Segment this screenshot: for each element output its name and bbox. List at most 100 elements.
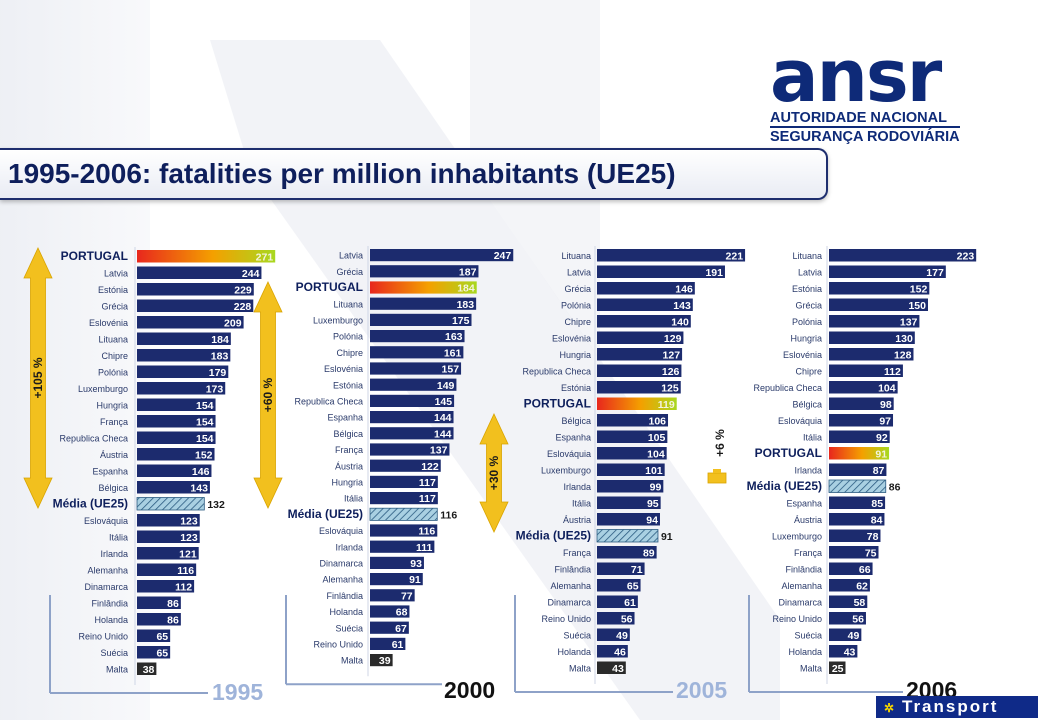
- data-label: 143: [190, 483, 208, 495]
- category-label: Grécia: [564, 284, 591, 294]
- bar: [370, 330, 465, 343]
- category-label: Irlanda: [794, 466, 822, 476]
- category-label: Dinamarca: [778, 598, 822, 608]
- transport-label: Transport: [902, 697, 999, 716]
- bar: [597, 331, 684, 344]
- bar: [137, 316, 244, 329]
- data-label: 228: [234, 301, 252, 313]
- data-label: 116: [177, 565, 194, 577]
- data-label: 223: [957, 251, 975, 263]
- data-label: 187: [459, 266, 477, 278]
- data-label: 56: [621, 614, 633, 626]
- data-label: 94: [646, 515, 658, 527]
- data-label: 184: [457, 283, 475, 295]
- category-label: Reino Unido: [78, 632, 128, 642]
- category-label: Grécia: [795, 301, 822, 311]
- category-label: Finlândia: [91, 599, 128, 609]
- data-label: 117: [419, 493, 436, 505]
- category-label: França: [335, 445, 363, 455]
- category-label: Irlanda: [335, 542, 363, 552]
- bar: [137, 283, 254, 296]
- category-label: Irlanda: [100, 549, 128, 559]
- category-label: Holanda: [788, 647, 822, 657]
- data-label: 183: [457, 299, 475, 311]
- category-label: Grécia: [101, 302, 128, 312]
- bar: [370, 346, 464, 359]
- data-label: 106: [648, 416, 666, 428]
- category-label: Hungria: [559, 350, 591, 360]
- category-label: Reino Unido: [772, 614, 822, 624]
- ansr-logo: ansr AUTORIDADE NACIONAL SEGURANÇA RODOV…: [770, 40, 970, 146]
- category-label: Polónia: [561, 301, 591, 311]
- bar: [137, 266, 262, 279]
- bar: [597, 661, 626, 674]
- bar: [597, 546, 657, 559]
- bar: [829, 628, 862, 641]
- bar: [829, 529, 881, 542]
- bar: [829, 447, 890, 460]
- data-label: 122: [421, 461, 439, 473]
- data-label: 111: [416, 542, 433, 554]
- bar: [829, 595, 868, 608]
- data-label: 65: [627, 581, 639, 593]
- title-bar: 1995-2006: fatalities per million inhabi…: [0, 148, 828, 200]
- logo-line-1: AUTORIDADE NACIONAL: [770, 110, 947, 126]
- category-label: Malta: [800, 664, 822, 674]
- data-label: 229: [234, 285, 252, 297]
- double-arrow-icon: [23, 247, 53, 509]
- bar: [597, 562, 645, 575]
- category-label: Finlândia: [326, 591, 363, 601]
- bar: [829, 348, 914, 361]
- data-label: 177: [926, 267, 944, 279]
- data-label: 66: [859, 564, 871, 576]
- category-label: Eslováquia: [778, 416, 822, 426]
- bar: [137, 431, 216, 444]
- data-label: 175: [452, 315, 470, 327]
- data-label: 93: [410, 558, 422, 570]
- bar: [370, 573, 423, 586]
- bar: [137, 563, 197, 576]
- bar: [829, 265, 946, 278]
- logo-mark: ansr: [770, 34, 942, 118]
- bar: [829, 463, 887, 476]
- category-label: Itália: [572, 499, 591, 509]
- category-label: Malta: [106, 665, 128, 675]
- category-label: Eslovénia: [89, 318, 128, 328]
- category-label: Eslováquia: [319, 526, 363, 536]
- data-label: 98: [880, 399, 892, 411]
- category-label: Polónia: [792, 317, 822, 327]
- category-label: Estónia: [98, 285, 128, 295]
- data-label: 152: [910, 284, 928, 296]
- data-label: 146: [675, 284, 693, 296]
- bar: [137, 349, 231, 362]
- category-label: Bélgica: [792, 400, 822, 410]
- bar: [597, 397, 677, 410]
- category-label: PORTUGAL: [524, 397, 591, 411]
- category-label: Luxemburgo: [313, 316, 363, 326]
- data-label: 97: [879, 416, 891, 428]
- data-label: 43: [612, 663, 624, 675]
- category-label: Republica Checa: [294, 397, 363, 407]
- data-label: 143: [673, 300, 691, 312]
- bar: [597, 348, 683, 361]
- data-label: 112: [175, 582, 192, 594]
- category-label: Suécia: [335, 623, 363, 633]
- bar: [829, 364, 903, 377]
- category-label: Luxemburgo: [541, 466, 591, 476]
- category-label: Republica Checa: [522, 367, 591, 377]
- bar: [829, 562, 873, 575]
- data-label: 154: [196, 417, 214, 429]
- bar: [370, 654, 393, 667]
- data-label: 58: [854, 597, 866, 609]
- data-label: 91: [875, 449, 887, 461]
- transport-badge: ✲ Transport: [876, 696, 1038, 718]
- data-label: 145: [435, 396, 453, 408]
- bar: [370, 394, 455, 407]
- bar: [137, 415, 216, 428]
- data-label: 149: [437, 380, 455, 392]
- data-label: 85: [871, 498, 883, 510]
- data-label: 127: [663, 350, 681, 362]
- data-label: 67: [395, 623, 407, 635]
- bar: [829, 331, 915, 344]
- category-label: PORTUGAL: [755, 446, 822, 460]
